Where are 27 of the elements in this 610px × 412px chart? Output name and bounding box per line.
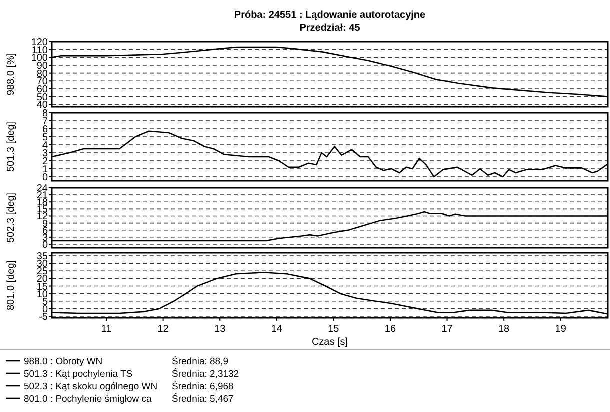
chart-title: Próba: 24551 : Lądowanie autorotacyjne [234,10,426,21]
y-tick-label: 0 [42,240,48,251]
x-tick-label: 12 [158,324,170,335]
y-axis-title: 988.0 [%] [6,53,17,96]
x-tick-label: 16 [384,324,396,335]
x-tick-label: 17 [442,324,454,335]
legend-label: 988.0 : Obroty WN [24,356,103,368]
x-tick-label: 15 [328,324,340,335]
x-axis-title: Czas [s] [312,337,348,348]
x-tick-label: 18 [498,324,510,335]
x-tick-label: 14 [271,324,283,335]
text: Średnia: 6,968 [172,380,234,392]
y-axis-title: 801.0 [deg] [6,260,17,311]
text: 502.3 : Kąt skoku ogólnego WN [24,381,158,392]
text: 501.3 : Kąt pochylenia TS [24,368,133,380]
x-tick-label: 13 [214,324,226,335]
chart-subtitle: Przedział: 45 [300,23,361,34]
x-tick-label: 11 [101,324,112,335]
text: Średnia: 88,9 [172,355,229,368]
y-axis-title: 502.3 [deg] [6,192,17,244]
text: Średnia: 2,3132 [172,368,240,380]
y-tick-label: 0 [42,172,48,184]
y-tick-label: -5 [39,312,48,323]
y-axis-title: 501.3 [deg] [6,122,17,172]
text: 801.0 : Pochylenie śmigłow ca [24,394,153,405]
text: Średnia: 5,467 [172,392,234,405]
x-tick-label: 19 [555,324,567,335]
